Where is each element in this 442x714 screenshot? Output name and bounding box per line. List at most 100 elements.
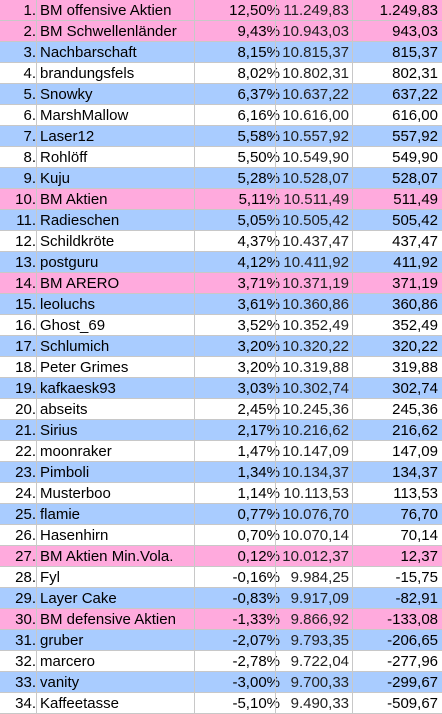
table-row: 4. brandungsfels 8,02% 10.802,31 802,31: [0, 63, 442, 84]
percent-cell: 0,12%: [237, 548, 280, 565]
name-cell: Peter Grimes: [40, 359, 129, 376]
gain-cell: 616,00: [392, 107, 438, 124]
table-row: 12. Schildkröte 4,37% 10.437,47 437,47: [0, 231, 442, 252]
gain-cell: 12,37: [400, 548, 438, 565]
value-cell: 10.411,92: [283, 254, 349, 271]
value-cell: 10.371,19: [282, 275, 349, 292]
name-cell: kafkaesk93: [40, 380, 116, 397]
name-cell: Rohlöff: [40, 149, 88, 166]
table-row: 28. Fyl -0,16% 9.984,25 -15,75: [0, 567, 442, 588]
name-cell: BM Aktien Min.Vola.: [40, 548, 174, 565]
value-cell: 10.012,37: [282, 548, 349, 565]
percent-cell: 6,16%: [237, 107, 280, 124]
name-cell: Nachbarschaft: [40, 44, 137, 61]
gain-cell: -82,91: [395, 590, 438, 607]
table-row: 2. BM Schwellenländer 9,43% 10.943,03 943,03: [0, 21, 442, 42]
name-cell: Laser12: [40, 128, 95, 145]
rank-cell: 18.: [15, 359, 36, 376]
percent-cell: 4,37%: [237, 233, 280, 250]
gain-cell: -299,67: [387, 674, 438, 691]
name-cell: postguru: [40, 254, 99, 271]
rank-cell: 34.: [15, 695, 36, 712]
name-cell: leoluchs: [40, 296, 96, 313]
percent-cell: 4,12%: [237, 254, 280, 271]
percent-cell: -0,83%: [232, 590, 280, 607]
gain-cell: 511,49: [393, 191, 438, 208]
rank-cell: 14.: [15, 275, 36, 292]
rank-cell: 7.: [23, 128, 36, 145]
name-cell: flamie: [40, 506, 81, 523]
gain-cell: 557,92: [392, 128, 438, 145]
value-cell: 10.815,37: [282, 44, 349, 61]
table-row: 10. BM Aktien 5,11% 10.511,49 511,49: [0, 189, 442, 210]
gain-cell: 411,92: [393, 254, 438, 271]
value-cell: 9.793,35: [290, 632, 349, 649]
percent-cell: 3,20%: [237, 359, 280, 376]
rank-cell: 1.: [23, 2, 36, 19]
name-cell: MarshMallow: [40, 107, 129, 124]
name-cell: Fyl: [40, 569, 60, 586]
rank-cell: 9.: [23, 170, 36, 187]
percent-cell: -0,16%: [232, 569, 280, 586]
gain-cell: 113,53: [393, 485, 438, 502]
table-row: 18. Peter Grimes 3,20% 10.319,88 319,88: [0, 357, 442, 378]
value-cell: 10.352,49: [282, 317, 349, 334]
table-row: 3. Nachbarschaft 8,15% 10.815,37 815,37: [0, 42, 442, 63]
gain-cell: 943,03: [392, 23, 438, 40]
percent-cell: 8,15%: [237, 44, 280, 61]
rank-cell: 31.: [15, 632, 36, 649]
gain-cell: 70,14: [400, 527, 438, 544]
gain-cell: -277,96: [387, 653, 438, 670]
percent-cell: 9,43%: [237, 23, 280, 40]
rank-cell: 6.: [23, 107, 36, 124]
percent-cell: 5,28%: [237, 170, 280, 187]
name-cell: BM Schwellenländer: [40, 23, 177, 40]
gain-cell: 1.249,83: [379, 2, 438, 19]
value-cell: 10.360,86: [282, 296, 349, 313]
table-row: 24. Musterboo 1,14% 10.113,53 113,53: [0, 483, 442, 504]
percent-cell: 1,34%: [237, 464, 280, 481]
name-cell: Kaffeetasse: [40, 695, 119, 712]
value-cell: 9.490,33: [290, 695, 349, 712]
name-cell: Radieschen: [40, 212, 120, 229]
value-cell: 10.134,37: [282, 464, 349, 481]
value-cell: 10.437,47: [282, 233, 349, 250]
name-cell: BM defensive Aktien: [40, 611, 176, 628]
gain-cell: 302,74: [392, 380, 438, 397]
percent-cell: 3,03%: [237, 380, 280, 397]
value-cell: 10.216,62: [282, 422, 349, 439]
name-cell: brandungsfels: [40, 65, 135, 82]
table-row: 8. Rohlöff 5,50% 10.549,90 549,90: [0, 147, 442, 168]
rank-cell: 27.: [15, 548, 36, 565]
value-cell: 10.549,90: [282, 149, 349, 166]
rank-cell: 4.: [23, 65, 36, 82]
rank-cell: 22.: [15, 443, 36, 460]
percent-cell: 3,20%: [237, 338, 280, 355]
table-row: 30. BM defensive Aktien -1,33% 9.866,92 -133…: [0, 609, 442, 630]
gain-cell: 352,49: [392, 317, 438, 334]
gain-cell: -133,08: [387, 611, 438, 628]
percent-cell: 5,11%: [238, 191, 280, 208]
value-cell: 10.528,07: [282, 170, 349, 187]
table-row: 5. Snowky 6,37% 10.637,22 637,22: [0, 84, 442, 105]
value-cell: 10.319,88: [282, 359, 349, 376]
gain-cell: 549,90: [392, 149, 438, 166]
value-cell: 10.076,70: [282, 506, 349, 523]
rank-cell: 13.: [15, 254, 36, 271]
gain-cell: 802,31: [392, 65, 438, 82]
gain-cell: 147,09: [392, 443, 438, 460]
percent-cell: 2,45%: [237, 401, 280, 418]
percent-cell: 5,05%: [237, 212, 280, 229]
gain-cell: 134,37: [392, 464, 438, 481]
name-cell: BM Aktien: [40, 191, 108, 208]
table-row: 25. flamie 0,77% 10.076,70 76,70: [0, 504, 442, 525]
name-cell: moonraker: [40, 443, 112, 460]
value-cell: 10.637,22: [282, 86, 349, 103]
percent-cell: -2,78%: [232, 653, 280, 670]
rank-cell: 3.: [23, 44, 36, 61]
gain-cell: 637,22: [392, 86, 438, 103]
rank-cell: 12.: [15, 233, 36, 250]
table-row: 14. BM ARERO 3,71% 10.371,19 371,19: [0, 273, 442, 294]
table-row: 16. Ghost_69 3,52% 10.352,49 352,49: [0, 315, 442, 336]
